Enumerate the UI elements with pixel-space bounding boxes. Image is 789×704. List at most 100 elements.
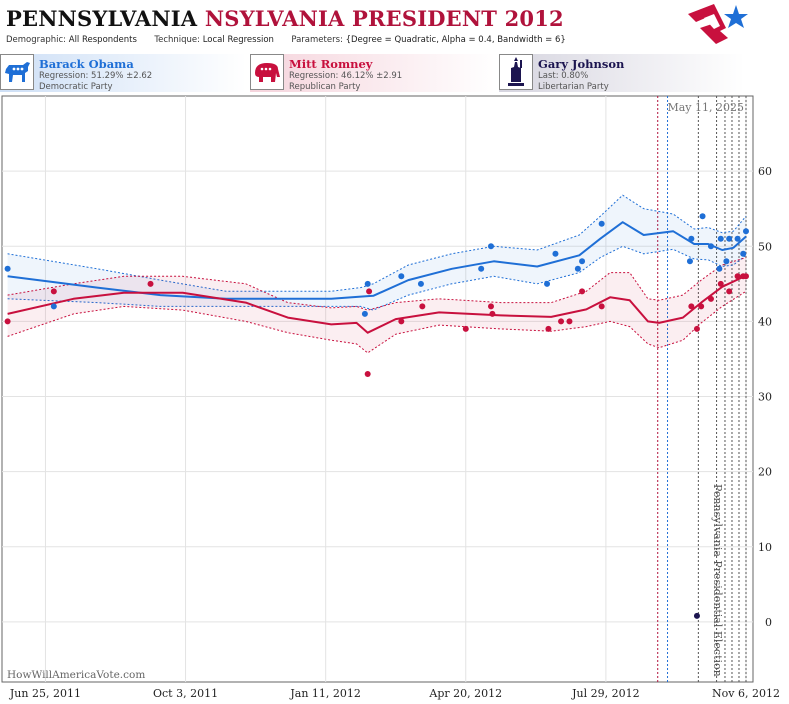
poll-point-barack-obama bbox=[598, 220, 605, 227]
poll-point-barack-obama bbox=[364, 280, 371, 287]
poll-point-mitt-romney bbox=[726, 288, 733, 295]
poll-point-mitt-romney bbox=[579, 288, 586, 295]
legend-item-johnson: Gary Johnson Last: 0.80% Libertarian Par… bbox=[499, 54, 745, 92]
poll-point-barack-obama bbox=[723, 258, 730, 265]
poll-point-barack-obama bbox=[361, 310, 368, 317]
legend-last-johnson: Last: 0.80% bbox=[538, 71, 589, 81]
legend-party-romney: Republican Party bbox=[289, 82, 361, 92]
x-tick-label: Jun 25, 2011 bbox=[9, 687, 81, 700]
poll-point-mitt-romney bbox=[698, 303, 705, 310]
legend-name-obama: Barack Obama bbox=[39, 57, 134, 71]
demographic-value: All Respondents bbox=[68, 35, 137, 45]
poll-point-barack-obama bbox=[734, 235, 741, 242]
legend-name-romney: Mitt Romney bbox=[289, 57, 373, 71]
poll-point-mitt-romney bbox=[545, 325, 552, 332]
poll-point-mitt-romney bbox=[147, 280, 154, 287]
poll-point-mitt-romney bbox=[598, 303, 605, 310]
upper-bound-barack-obama bbox=[7, 194, 747, 292]
y-tick-label: 60 bbox=[758, 165, 772, 178]
lower-bound-mitt-romney bbox=[7, 290, 747, 354]
poll-point-barack-obama bbox=[50, 303, 57, 310]
parameters-line: Demographic: All Respondents Technique: … bbox=[6, 35, 566, 45]
poll-point-mitt-romney bbox=[419, 303, 426, 310]
page-title: PENNSYLVANIA NSYLVANIA PRESIDENT 2012 bbox=[6, 6, 564, 31]
poll-point-mitt-romney bbox=[558, 318, 565, 325]
poll-point-mitt-romney bbox=[693, 325, 700, 332]
technique-label: Technique: bbox=[154, 35, 201, 45]
site-logo-icon bbox=[688, 4, 748, 44]
poll-point-barack-obama bbox=[699, 213, 706, 220]
poll-point-mitt-romney bbox=[398, 318, 405, 325]
parameters-label: Parameters: bbox=[291, 35, 343, 45]
poll-point-barack-obama bbox=[579, 258, 586, 265]
poll-point-barack-obama bbox=[740, 250, 747, 257]
poll-point-barack-obama bbox=[4, 265, 11, 272]
poll-point-mitt-romney bbox=[717, 280, 724, 287]
poll-point-mitt-romney bbox=[707, 295, 714, 302]
poll-point-barack-obama bbox=[417, 280, 424, 287]
poll-point-barack-obama bbox=[742, 228, 749, 235]
poll-point-mitt-romney bbox=[50, 288, 57, 295]
poll-point-barack-obama bbox=[574, 265, 581, 272]
poll-point-mitt-romney bbox=[489, 310, 496, 317]
poll-point-mitt-romney bbox=[4, 318, 11, 325]
trend-lines bbox=[7, 221, 747, 334]
elephant-icon bbox=[250, 54, 284, 90]
legend-regression-obama: Regression: 51.29% ±2.62 bbox=[39, 71, 153, 81]
y-tick-label: 10 bbox=[758, 541, 772, 554]
poll-point-mitt-romney bbox=[364, 370, 371, 377]
title-state: PENNSYLVANIA bbox=[6, 6, 198, 31]
poll-point-barack-obama bbox=[717, 235, 724, 242]
band-mitt-romney bbox=[7, 257, 747, 353]
x-axis: Jun 25, 2011 Oct 3, 2011 Jan 11, 2012 Apr 2… bbox=[9, 687, 780, 700]
trend-line-barack-obama bbox=[7, 221, 747, 300]
parameters-value: {Degree = Quadratic, Alpha = 0.4, Bandwi… bbox=[345, 35, 566, 45]
y-tick-label: 50 bbox=[758, 240, 772, 253]
poll-point-barack-obama bbox=[552, 250, 559, 257]
poll-point-mitt-romney bbox=[742, 273, 749, 280]
legend-party-johnson: Libertarian Party bbox=[538, 82, 609, 92]
y-tick-label: 20 bbox=[758, 466, 772, 479]
lower-bound-barack-obama bbox=[7, 245, 747, 311]
election-label: Pennsylvania Presidential Election bbox=[711, 484, 724, 677]
upper-bound-mitt-romney bbox=[7, 257, 747, 311]
poll-point-mitt-romney bbox=[688, 303, 695, 310]
demographic-label: Demographic: bbox=[6, 35, 67, 45]
legend-item-romney: Mitt Romney Regression: 46.12% ±2.91 Rep… bbox=[250, 54, 496, 92]
legend-item-obama: Barack Obama Regression: 51.29% ±2.62 De… bbox=[0, 54, 246, 92]
y-tick-label: 30 bbox=[758, 391, 772, 404]
candidate-legend: Barack Obama Regression: 51.29% ±2.62 De… bbox=[0, 52, 789, 94]
poll-point-gary-johnson bbox=[693, 612, 700, 619]
title-race: NSYLVANIA PRESIDENT 2012 bbox=[204, 6, 564, 31]
header: PENNSYLVANIA NSYLVANIA PRESIDENT 2012 De… bbox=[0, 0, 789, 52]
y-tick-label: 0 bbox=[765, 616, 772, 629]
poll-point-barack-obama bbox=[716, 265, 723, 272]
x-tick-label: Jan 11, 2012 bbox=[289, 687, 361, 700]
liberty-icon bbox=[499, 54, 533, 90]
legend-name-johnson: Gary Johnson bbox=[538, 57, 625, 71]
event-lines bbox=[657, 96, 747, 682]
poll-point-barack-obama bbox=[398, 273, 405, 280]
poll-point-mitt-romney bbox=[734, 273, 741, 280]
chart-date-label: May 11, 2025 bbox=[667, 101, 744, 114]
poll-point-mitt-romney bbox=[487, 303, 494, 310]
poll-points bbox=[4, 213, 749, 619]
technique-value: Local Regression bbox=[202, 35, 274, 45]
x-tick-label: Oct 3, 2011 bbox=[153, 687, 218, 700]
poll-point-barack-obama bbox=[686, 258, 693, 265]
plot-area bbox=[1, 95, 754, 683]
poll-chart: 0 10 20 30 40 50 60 Jun 25, 2011 Oct 3, 2011 Jan… bbox=[1, 95, 780, 700]
x-tick-label: Apr 20, 2012 bbox=[428, 687, 502, 700]
poll-point-mitt-romney bbox=[462, 325, 469, 332]
x-tick-label: Nov 6, 2012 bbox=[712, 687, 780, 700]
x-tick-label: Jul 29, 2012 bbox=[571, 687, 640, 700]
watermark: HowWillAmericaVote.com bbox=[7, 669, 145, 681]
poll-point-barack-obama bbox=[688, 235, 695, 242]
trend-line-mitt-romney bbox=[7, 274, 747, 334]
poll-point-mitt-romney bbox=[566, 318, 573, 325]
y-axis: 0 10 20 30 40 50 60 bbox=[758, 165, 772, 629]
poll-point-barack-obama bbox=[478, 265, 485, 272]
legend-regression-romney: Regression: 46.12% ±2.91 bbox=[289, 71, 403, 81]
poll-point-barack-obama bbox=[707, 243, 714, 250]
poll-point-mitt-romney bbox=[366, 288, 373, 295]
